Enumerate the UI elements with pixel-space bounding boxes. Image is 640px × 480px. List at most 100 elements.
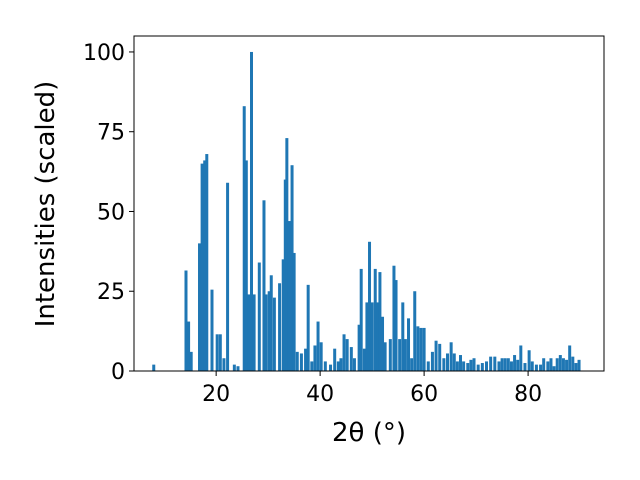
bar	[252, 294, 256, 371]
bar	[304, 348, 308, 371]
bar	[403, 339, 407, 371]
bar	[226, 182, 230, 371]
bar	[388, 339, 392, 371]
bar	[469, 359, 473, 371]
bar	[500, 358, 504, 371]
bar	[381, 316, 385, 371]
bar	[506, 358, 510, 371]
bar	[262, 200, 266, 371]
bar	[449, 342, 453, 371]
bar	[558, 355, 562, 371]
bar	[189, 351, 193, 371]
bar	[574, 363, 578, 371]
x-tick-label: 20	[202, 382, 230, 407]
bar	[292, 252, 296, 371]
y-tick-label: 0	[111, 360, 125, 385]
bar	[283, 179, 287, 371]
bar	[349, 347, 353, 371]
bar	[247, 294, 251, 371]
bar	[218, 334, 222, 371]
bar	[345, 339, 349, 371]
bar	[281, 259, 285, 371]
y-tick-label: 100	[83, 41, 125, 66]
y-tick-label: 75	[97, 121, 125, 146]
bar	[205, 154, 209, 371]
bar	[200, 163, 204, 371]
bar	[342, 334, 346, 371]
x-tick-label: 40	[306, 382, 334, 407]
bar	[383, 342, 387, 371]
bar	[370, 302, 374, 371]
bar	[365, 302, 369, 371]
bar	[419, 327, 423, 371]
bar	[267, 291, 271, 371]
bar	[394, 280, 398, 371]
x-tick-label: 60	[410, 382, 438, 407]
bar	[561, 358, 565, 371]
bar	[527, 350, 531, 371]
bar	[577, 359, 581, 371]
bar	[376, 302, 380, 371]
bar	[319, 342, 323, 371]
bar	[323, 361, 327, 371]
bar	[426, 361, 430, 371]
bar	[264, 294, 268, 371]
bar	[549, 358, 553, 371]
bar	[542, 358, 546, 371]
bar	[222, 358, 226, 371]
bar	[539, 364, 543, 371]
bar	[392, 265, 396, 371]
bar	[203, 160, 207, 371]
x-tick-label: 80	[514, 382, 542, 407]
bar	[299, 353, 303, 371]
bar	[187, 321, 191, 371]
bar	[416, 326, 420, 371]
bar	[472, 358, 476, 371]
bar	[485, 361, 488, 371]
bar	[493, 356, 497, 371]
bar	[413, 291, 417, 371]
bar	[459, 355, 463, 371]
bar	[362, 348, 366, 371]
bar	[316, 321, 320, 371]
bar	[359, 268, 363, 371]
plot-frame	[133, 35, 605, 372]
bar	[552, 366, 556, 371]
bar	[434, 340, 438, 371]
bar	[198, 243, 202, 371]
bar	[357, 324, 361, 371]
bar	[215, 334, 219, 371]
bar	[455, 361, 459, 371]
bar	[571, 356, 575, 371]
bar	[269, 275, 273, 371]
bar	[476, 364, 480, 371]
bar	[446, 353, 450, 371]
y-axis-label: Intensities (scaled)	[31, 81, 61, 328]
bar	[368, 241, 372, 371]
y-tick-label: 25	[97, 280, 125, 305]
bar	[568, 345, 572, 371]
bar	[523, 363, 527, 371]
bar	[442, 358, 446, 371]
bar	[422, 327, 426, 371]
bar	[306, 284, 310, 371]
bar	[513, 355, 517, 371]
bar	[438, 343, 442, 371]
bar	[480, 363, 484, 371]
bar	[565, 359, 569, 371]
bar	[516, 359, 520, 371]
bar	[462, 361, 466, 371]
bar	[546, 361, 550, 371]
bar	[333, 348, 337, 371]
bar	[290, 165, 294, 371]
bar	[378, 272, 382, 371]
bar	[152, 364, 156, 371]
bar	[232, 364, 236, 371]
bar	[272, 297, 276, 371]
y-tick-label: 50	[97, 200, 125, 225]
bar	[236, 366, 240, 371]
bar	[310, 361, 314, 371]
bar	[401, 302, 405, 371]
bar	[410, 358, 414, 371]
